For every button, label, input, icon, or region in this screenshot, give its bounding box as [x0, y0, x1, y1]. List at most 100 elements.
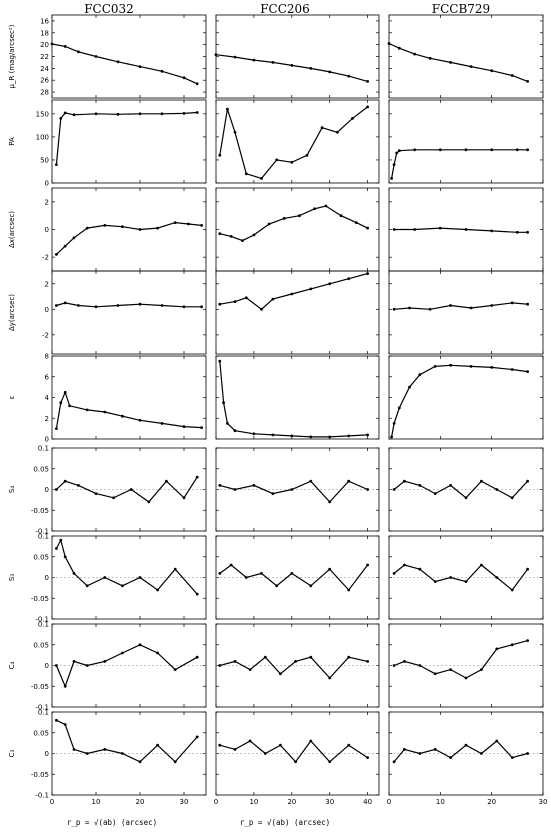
data-point [495, 647, 499, 651]
data-point [510, 643, 514, 647]
data-point [395, 151, 399, 155]
y-tick-label: 2 [45, 280, 49, 288]
data-point [129, 488, 133, 491]
data-point [449, 363, 452, 367]
data-point [397, 149, 401, 153]
data-point [366, 756, 369, 759]
data-point [403, 748, 406, 751]
data-point [403, 563, 406, 567]
series-line [55, 476, 198, 503]
data-point [182, 112, 186, 115]
data-point [408, 306, 411, 310]
data-point [218, 743, 222, 747]
data-point [55, 304, 58, 307]
data-point [72, 113, 76, 117]
data-point [275, 158, 279, 162]
x-tick-label: 10 [92, 798, 101, 806]
series-line [219, 480, 368, 503]
data-point [347, 434, 351, 438]
data-point [449, 484, 452, 487]
data-point [510, 301, 514, 305]
data-point [94, 55, 98, 58]
data-point [328, 676, 332, 680]
data-point [218, 153, 222, 157]
y-tick-label: 0 [45, 574, 49, 582]
data-point [63, 301, 67, 305]
data-point [490, 229, 494, 233]
data-point [298, 214, 301, 218]
y-axis-label-s4: S₄ [8, 486, 16, 493]
data-point [103, 224, 107, 227]
data-point [309, 739, 313, 743]
data-point [309, 479, 313, 483]
data-point [510, 496, 514, 500]
data-point [85, 752, 89, 755]
y-tick-label: 0 [45, 486, 49, 494]
x-tick-label: 30 [180, 798, 189, 806]
y-tick-label: 0 [45, 662, 49, 670]
x-tick-label: 0 [387, 798, 391, 806]
data-point [526, 148, 529, 152]
data-point [510, 588, 514, 592]
data-point [138, 228, 142, 231]
data-point [418, 567, 422, 571]
y-tick-label: 6 [45, 373, 50, 381]
x-tick-label: 10 [436, 798, 445, 806]
series-line [56, 719, 198, 763]
data-point [233, 429, 237, 433]
data-point [72, 660, 76, 663]
y-axis-label-c4: C₄ [8, 661, 16, 669]
series-line [55, 221, 202, 255]
data-point [252, 58, 256, 62]
y-tick-label: 0.1 [38, 445, 49, 453]
data-point [390, 177, 393, 180]
column-title-fcc032: FCC032 [84, 2, 134, 16]
data-point [438, 226, 442, 230]
data-point [59, 538, 63, 542]
panel-s3-fcc206 [215, 535, 380, 620]
data-point [328, 500, 332, 504]
data-point [85, 408, 89, 412]
data-point [63, 684, 67, 688]
y-axis-label-eps: ε [8, 395, 16, 399]
data-point [94, 305, 98, 309]
data-point [526, 639, 529, 642]
data-point [72, 748, 76, 751]
series-line [51, 43, 198, 85]
x-tick-label: 10 [249, 798, 258, 806]
data-point [392, 163, 396, 167]
panel-pa-fcc032: 0 50 100 150 [36, 99, 207, 188]
data-point [366, 488, 369, 491]
data-point [260, 572, 263, 575]
data-point [77, 484, 80, 487]
data-point [222, 401, 226, 405]
panel-s4-fcc206 [215, 447, 380, 532]
data-point [390, 435, 393, 439]
panel-dx-fccb729 [388, 187, 544, 272]
data-point [403, 479, 406, 483]
data-point [55, 664, 58, 667]
data-point [55, 163, 58, 167]
data-point [347, 479, 351, 483]
data-point [182, 305, 186, 309]
data-point [271, 297, 275, 301]
data-point [252, 233, 256, 237]
data-point [328, 70, 332, 74]
data-point [490, 366, 494, 369]
series-line [219, 656, 368, 679]
data-point [347, 277, 351, 281]
panel-c3-fcc032: -0.1 -0.05 0 0.05 0.1 0 10 20 30 [31, 709, 207, 806]
data-point [433, 365, 437, 368]
data-point [347, 74, 351, 78]
y-tick-label: 0.05 [33, 729, 49, 737]
data-point [335, 130, 339, 134]
data-point [156, 743, 160, 747]
y-tick-label: -2 [42, 331, 49, 339]
data-point [121, 584, 124, 588]
data-point [63, 111, 67, 115]
data-point [50, 42, 54, 46]
data-point [347, 743, 351, 747]
data-point [77, 50, 80, 54]
data-point [160, 112, 164, 116]
data-point [510, 368, 514, 371]
